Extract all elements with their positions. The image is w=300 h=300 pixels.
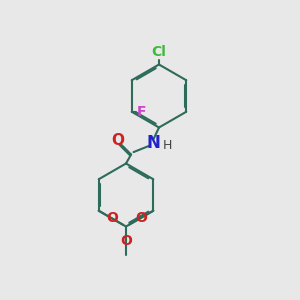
Text: O: O [106, 211, 118, 225]
Text: Cl: Cl [152, 45, 166, 59]
Text: F: F [137, 105, 147, 119]
Text: O: O [136, 211, 147, 225]
Text: O: O [111, 133, 124, 148]
Text: N: N [147, 134, 160, 152]
Text: H: H [163, 139, 172, 152]
Text: O: O [121, 234, 133, 248]
